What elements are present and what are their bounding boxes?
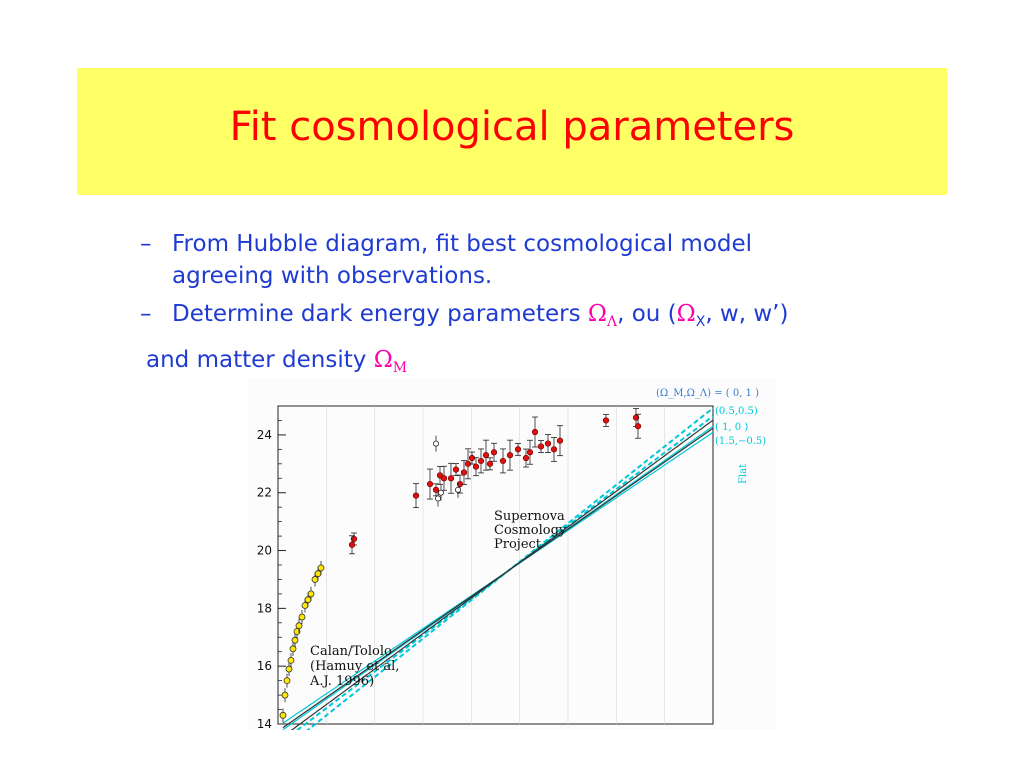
data-point-high-z [477,457,485,465]
omega-glyph: Ω [373,347,393,373]
data-point-open [454,486,461,493]
y-tick-label: 16 [257,659,272,673]
x-subscript: X [695,314,706,330]
data-point-low-z [301,602,309,609]
data-point-high-z [537,443,545,450]
omega-lambda-symbol: ΩΛ [587,301,618,330]
data-point-high-z [632,414,640,421]
annotation-line: Calan/Tololo [310,644,392,659]
y-tick-label: 22 [257,486,272,500]
data-point-high-z [506,452,514,459]
data-point-high-z [456,480,464,488]
data-point-open [432,440,439,447]
annotation-line: Project [494,537,542,552]
data-point-high-z [472,463,480,470]
data-point-high-z [602,417,610,424]
y-tick-label: 24 [257,428,272,442]
annotation-line: A.J. 1996) [309,674,374,689]
data-point-low-z [304,596,312,604]
y-tick-label: 20 [257,544,272,558]
m-subscript: M [392,360,408,376]
bullet-item: – From Hubble diagram, fit best cosmolog… [140,228,900,292]
omega-m-symbol: ΩM [373,347,408,376]
data-point-high-z [556,437,564,444]
title-banner: Fit cosmological parameters [77,68,947,195]
bullet-text-mid: , ou ( [617,301,677,327]
hubble-diagram: 24 22 20 18 16 14 (Ω_M,Ω_Λ) = ( 0, 1 ) (0.5,0… [248,378,776,730]
annotation-line: Cosmology [494,523,567,538]
continuation-text: and matter density [146,347,374,373]
bullet-dash: – [140,301,152,327]
legend-entry: (0.5,0.5) [715,406,758,417]
data-point-high-z [482,452,490,459]
legend-header: (Ω_M,Ω_Λ) = ( 0, 1 ) [656,388,759,399]
data-point-high-z [348,541,356,548]
data-point-high-z [412,492,420,499]
flat-label: Flat [738,464,749,484]
data-point-low-z [298,613,306,621]
data-point-low-z [285,665,293,673]
data-point-low-z [295,622,303,630]
data-points [279,408,642,723]
annotation-line: Supernova [494,509,565,524]
model-curve [306,407,714,730]
data-point-low-z [287,656,295,664]
data-point-high-z [452,466,460,473]
data-point-open [434,495,441,502]
data-point-high-z [350,535,358,543]
model-curve [282,427,714,729]
data-point-high-z [526,449,534,456]
data-point-high-z [522,454,530,462]
bullet-text-line-2: agreeing with observations. [172,263,493,289]
data-point-high-z [447,475,455,482]
data-point-high-z [432,486,440,493]
data-point-high-z [426,480,434,488]
data-point-open [437,489,444,496]
data-point-low-z [279,711,287,719]
hubble-diagram-svg: 24 22 20 18 16 14 (Ω_M,Ω_Λ) = ( 0, 1 ) (0.5,0… [257,388,766,730]
data-point-high-z [531,428,539,436]
data-point-low-z [289,645,297,653]
data-point-high-z [440,475,448,482]
data-point-low-z [281,691,289,699]
bullet-dash: – [140,231,152,257]
data-point-high-z [486,460,494,467]
lambda-subscript: Λ [606,314,618,330]
model-curves [282,407,714,730]
data-point-high-z [499,457,507,465]
y-tick-label: 18 [257,601,272,615]
y-ticks: 24 22 20 18 16 14 [257,420,286,730]
data-point-low-z [311,576,319,583]
data-point-high-z [514,446,522,453]
bullet-text-line-1: From Hubble diagram, fit best cosmologic… [172,231,753,257]
bullet-text-end: , w, w’) [705,301,789,327]
data-point-high-z [634,423,642,430]
legend-entry: (1.5,−0.5) [715,436,766,447]
data-point-high-z [550,446,558,453]
data-point-high-z [490,449,498,456]
y-tick-label: 14 [257,717,272,730]
slide-title: Fit cosmological parameters [229,104,795,150]
legend-entry: ( 1, 0 ) [715,422,748,433]
data-point-low-z [283,677,291,685]
bullet-continuation: and matter density ΩM [146,344,900,384]
omega-glyph: Ω [676,301,696,327]
data-point-low-z [314,570,322,578]
omega-glyph: Ω [587,301,607,327]
data-point-low-z [293,628,301,635]
bullet-text: Determine dark energy parameters [172,301,588,327]
data-point-high-z [544,440,552,447]
data-point-low-z [317,564,325,572]
data-point-high-z [460,469,468,476]
omega-x-symbol: Ω [677,301,696,327]
bullet-item: – Determine dark energy parameters ΩΛ, o… [140,298,900,338]
annotation-line: (Hamuy et al, [310,659,399,674]
data-point-low-z [291,636,299,644]
grid-lines [326,406,665,724]
bullet-list: – From Hubble diagram, fit best cosmolog… [140,228,900,384]
data-point-low-z [307,590,315,598]
